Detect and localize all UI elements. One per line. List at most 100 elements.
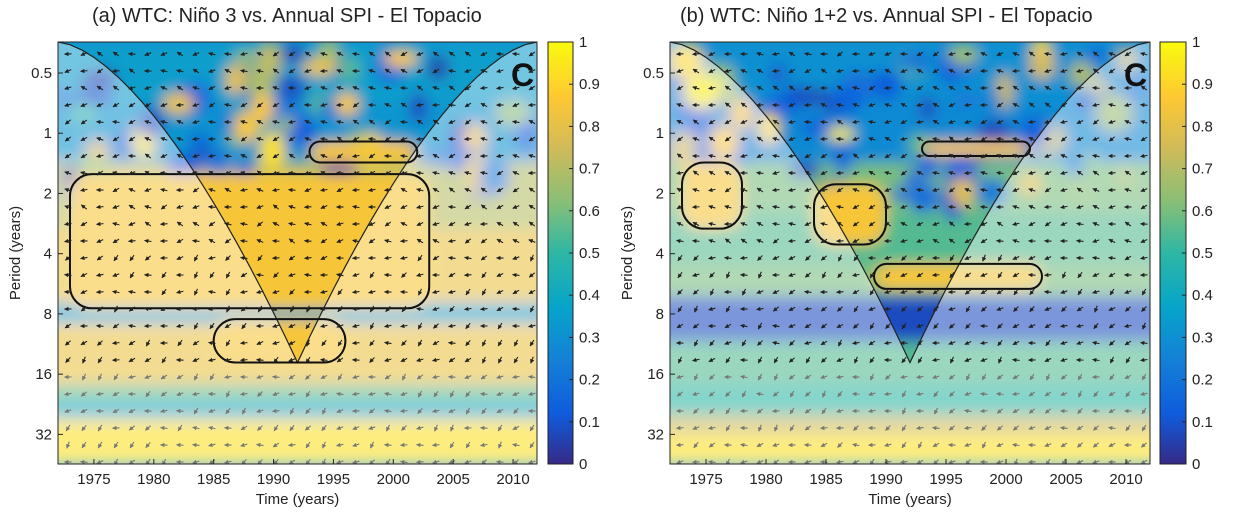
phase-arrow bbox=[400, 357, 408, 363]
phase-arrow bbox=[772, 51, 780, 57]
phase-arrow bbox=[432, 86, 440, 91]
phase-arrow bbox=[272, 442, 280, 448]
phase-arrow bbox=[964, 204, 972, 210]
phase-arrow bbox=[321, 424, 327, 432]
x-tick-label: 2005 bbox=[436, 471, 469, 488]
phase-arrow bbox=[305, 374, 311, 380]
phase-arrow bbox=[177, 424, 183, 432]
phase-arrow bbox=[868, 170, 876, 176]
phase-arrow bbox=[384, 391, 392, 397]
y-tick-label: 16 bbox=[647, 366, 664, 383]
phase-arrow bbox=[336, 187, 344, 193]
phase-arrow bbox=[176, 137, 184, 142]
phase-arrow bbox=[240, 85, 248, 91]
phase-arrow bbox=[432, 68, 440, 74]
phase-arrow bbox=[272, 119, 280, 125]
phase-arrow bbox=[289, 305, 295, 313]
phase-arrow bbox=[480, 187, 488, 193]
phase-arrow bbox=[1060, 154, 1068, 159]
phase-arrow bbox=[226, 390, 231, 398]
phase-arrow bbox=[256, 340, 264, 345]
phase-arrow bbox=[513, 339, 519, 347]
phase-arrow bbox=[192, 119, 200, 124]
phase-arrow bbox=[112, 102, 120, 108]
phase-arrow bbox=[496, 119, 504, 124]
phase-arrow bbox=[804, 119, 812, 125]
colorbar-tick-label: 1 bbox=[1192, 34, 1200, 51]
phase-arrow bbox=[112, 289, 120, 295]
phase-arrow bbox=[96, 323, 104, 329]
phase-arrow bbox=[97, 424, 103, 432]
phase-arrow bbox=[756, 205, 764, 210]
phase-arrow bbox=[480, 137, 488, 142]
phase-arrow bbox=[528, 391, 536, 397]
phase-arrow bbox=[288, 459, 296, 464]
phase-arrow bbox=[320, 136, 328, 142]
colorbar-tick-label: 0.9 bbox=[1192, 76, 1213, 93]
phase-arrow bbox=[852, 188, 860, 193]
phase-arrow bbox=[756, 187, 764, 193]
phase-arrow bbox=[257, 425, 263, 431]
phase-arrow bbox=[448, 408, 456, 413]
phase-arrow bbox=[225, 288, 231, 296]
x-tick-label: 1975 bbox=[77, 471, 110, 488]
phase-arrow bbox=[868, 102, 876, 107]
phase-arrow bbox=[948, 153, 956, 159]
phase-arrow bbox=[1108, 119, 1116, 124]
phase-arrow bbox=[369, 271, 375, 279]
phase-arrow bbox=[240, 68, 248, 74]
phase-arrow bbox=[836, 289, 844, 295]
phase-arrow bbox=[400, 119, 408, 125]
phase-arrow bbox=[192, 391, 200, 397]
phase-arrow bbox=[868, 153, 876, 158]
phase-arrow bbox=[1028, 68, 1036, 74]
phase-arrow bbox=[272, 408, 280, 414]
phase-arrow bbox=[432, 136, 440, 142]
phase-arrow bbox=[208, 188, 216, 193]
phase-arrow bbox=[416, 102, 424, 108]
phase-arrow bbox=[368, 153, 376, 159]
phase-arrow bbox=[240, 425, 248, 431]
phase-arrow bbox=[528, 272, 536, 278]
phase-arrow bbox=[208, 357, 216, 363]
phase-arrow bbox=[836, 119, 844, 125]
phase-arrow bbox=[416, 238, 424, 244]
y-tick-label: 1 bbox=[656, 125, 664, 142]
phase-arrow bbox=[304, 68, 312, 73]
phase-arrow bbox=[369, 357, 375, 363]
phase-arrow bbox=[836, 153, 844, 158]
phase-arrow bbox=[385, 305, 391, 313]
phase-arrow bbox=[900, 170, 908, 176]
phase-arrow bbox=[384, 85, 392, 91]
phase-arrow bbox=[996, 85, 1004, 91]
phase-arrow bbox=[224, 102, 232, 108]
phase-arrow bbox=[384, 119, 392, 125]
phase-arrow bbox=[820, 153, 828, 159]
phase-arrow bbox=[1012, 136, 1020, 142]
phase-arrow bbox=[208, 306, 216, 312]
phase-arrow bbox=[529, 441, 535, 449]
x-tick-label: 2000 bbox=[377, 471, 410, 488]
phase-arrow bbox=[512, 221, 520, 227]
phase-arrow bbox=[708, 187, 716, 193]
phase-arrow bbox=[288, 205, 296, 210]
phase-arrow bbox=[112, 391, 120, 397]
phase-arrow bbox=[804, 170, 812, 176]
phase-arrow bbox=[417, 339, 423, 347]
x-tick-label: 2005 bbox=[1049, 471, 1082, 488]
phase-arrow bbox=[192, 187, 200, 193]
phase-arrow bbox=[932, 119, 940, 125]
phase-arrow bbox=[352, 136, 360, 142]
phase-arrow bbox=[96, 51, 104, 57]
phase-arrow bbox=[96, 221, 104, 227]
phase-arrow bbox=[97, 356, 103, 364]
phase-arrow bbox=[352, 170, 360, 175]
phase-arrow bbox=[352, 425, 360, 430]
phase-arrow bbox=[240, 272, 248, 278]
phase-arrow bbox=[320, 238, 328, 244]
phase-arrow bbox=[368, 102, 376, 108]
phase-arrow bbox=[368, 170, 376, 176]
phase-arrow bbox=[464, 272, 472, 278]
x-tick-label: 1985 bbox=[809, 471, 842, 488]
phase-arrow bbox=[240, 204, 248, 210]
